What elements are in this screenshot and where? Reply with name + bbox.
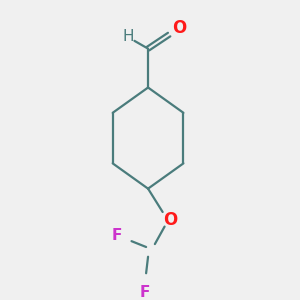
Text: H: H: [123, 29, 134, 44]
Text: F: F: [140, 285, 150, 300]
Text: F: F: [112, 228, 122, 243]
Text: O: O: [163, 211, 178, 229]
Text: O: O: [172, 19, 186, 37]
